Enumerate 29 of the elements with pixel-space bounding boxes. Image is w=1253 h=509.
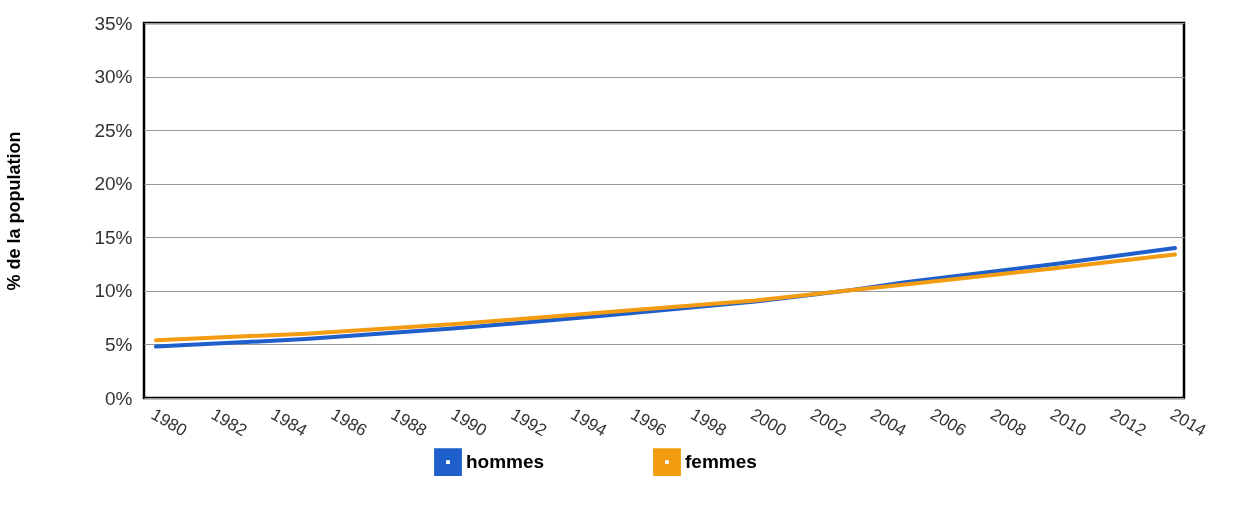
y-tick-label: 20% <box>94 173 133 195</box>
x-tick-label: 2002 <box>807 404 850 441</box>
y-tick-label: 35% <box>94 12 133 34</box>
legend-label: hommes <box>466 451 545 473</box>
x-tick-label: 2000 <box>747 404 790 441</box>
x-tick-label: 2010 <box>1047 404 1090 441</box>
y-tick-label: 5% <box>105 333 133 355</box>
x-tick-label: 1998 <box>687 404 730 441</box>
x-tick-label: 1984 <box>267 404 311 441</box>
y-tick-label: 25% <box>94 119 133 141</box>
x-tick-label: 1990 <box>447 404 490 441</box>
y-tick-label: 30% <box>94 66 133 88</box>
x-tick-label: 2006 <box>927 404 970 441</box>
y-axis-title: % de la population <box>4 131 25 291</box>
y-tick-label: 10% <box>94 280 133 302</box>
legend-label: femmes <box>685 451 757 473</box>
y-tick-label: 15% <box>94 226 133 248</box>
x-tick-label: 1996 <box>627 404 670 441</box>
x-tick-label: 1986 <box>327 404 371 441</box>
x-tick-label: 1988 <box>387 404 431 441</box>
y-tick-label: 0% <box>105 387 133 409</box>
x-tick-label: 1992 <box>507 404 550 441</box>
x-tick-label: 2008 <box>987 404 1030 441</box>
x-tick-label: 1980 <box>147 404 191 441</box>
x-tick-label: 2012 <box>1107 404 1150 441</box>
x-tick-label: 2014 <box>1167 404 1210 441</box>
x-tick-label: 1994 <box>567 404 610 441</box>
x-tick-label: 2004 <box>867 404 910 441</box>
x-tick-label: 1982 <box>207 404 251 441</box>
